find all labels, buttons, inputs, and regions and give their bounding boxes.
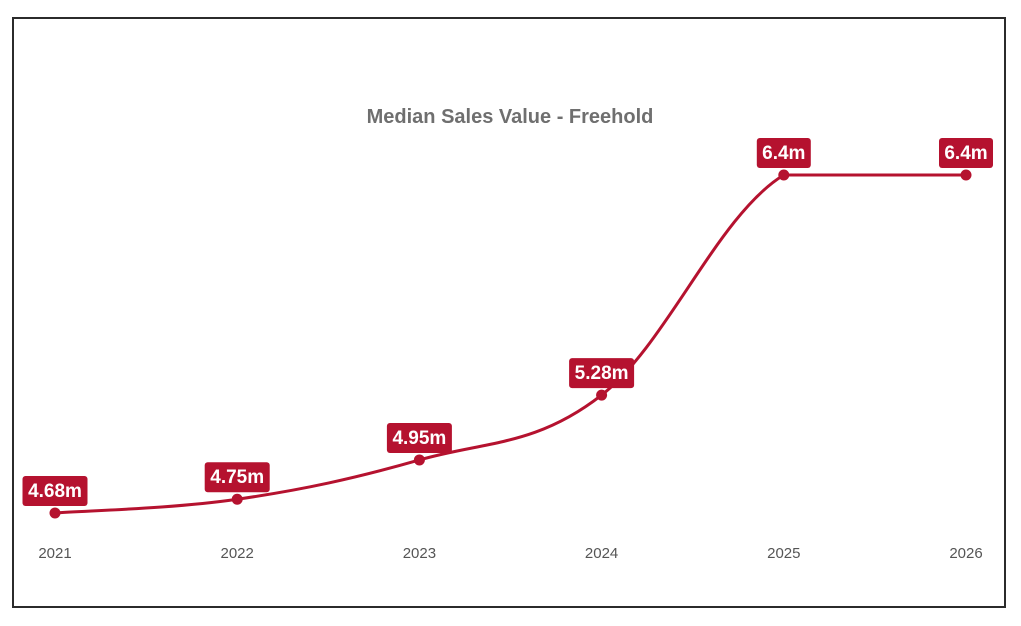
x-tick-label: 2022 <box>221 545 254 562</box>
data-label-text: 6.4m <box>762 143 805 164</box>
data-label-box <box>569 358 635 389</box>
x-tick-label: 2023 <box>403 545 436 562</box>
data-label-text: 4.95m <box>392 428 446 449</box>
data-label-text: 4.75m <box>210 467 264 488</box>
data-points <box>49 169 972 519</box>
data-point[interactable] <box>596 389 608 401</box>
data-point[interactable] <box>413 454 425 466</box>
data-label-box <box>204 462 270 493</box>
x-tick-label: 2021 <box>38 545 71 562</box>
data-label: 4.68m <box>22 476 88 506</box>
chart-title: Median Sales Value - Freehold <box>367 106 654 128</box>
data-label-box <box>386 422 452 453</box>
chart-frame: Median Sales Value - Freehold 2021 2022 20… <box>12 17 1006 608</box>
data-label-box <box>939 138 993 168</box>
data-label-box <box>756 138 811 168</box>
x-tick-label: 2025 <box>767 545 800 562</box>
data-label-text: 4.68m <box>28 481 82 502</box>
data-label: 4.95m <box>386 422 452 453</box>
data-label-box <box>22 476 88 506</box>
series-line <box>54 173 966 515</box>
data-point[interactable] <box>778 169 790 181</box>
data-point[interactable] <box>960 169 972 181</box>
data-point[interactable] <box>49 507 61 519</box>
data-label: 4.75m <box>204 462 270 493</box>
data-point[interactable] <box>231 493 243 505</box>
x-axis: 2021 2022 2023 2024 2025 2026 <box>38 545 982 562</box>
data-label-text: 6.4m <box>944 143 987 164</box>
data-label: 6.4m <box>756 138 811 168</box>
data-label: 5.28m <box>569 358 635 389</box>
line-chart: Median Sales Value - Freehold 2021 2022 20… <box>22 106 993 562</box>
data-label-text: 5.28m <box>575 363 629 384</box>
x-tick-label: 2024 <box>585 545 618 562</box>
x-tick-label: 2026 <box>949 545 982 562</box>
data-label: 6.4m <box>939 138 993 168</box>
data-labels: 4.68m 4.75m 4.95m 5.28m 6.4m 6.4m <box>22 138 993 506</box>
